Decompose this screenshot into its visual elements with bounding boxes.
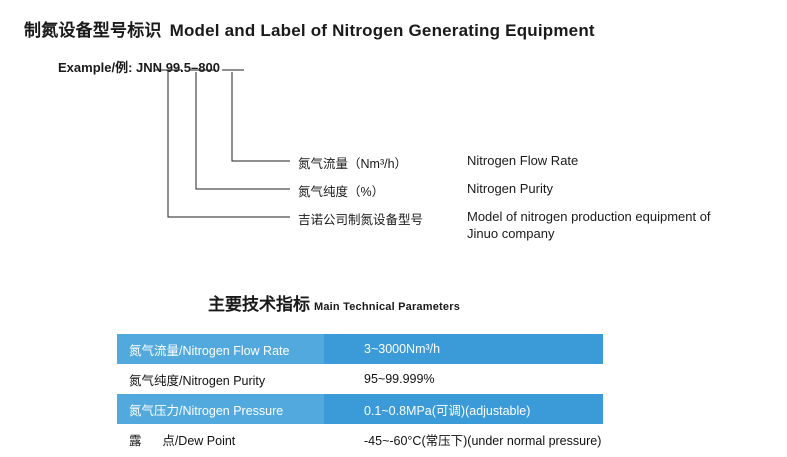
label-purity-cn: 氮气纯度（%） <box>298 185 385 199</box>
label-flow-en: Nitrogen Flow Rate <box>467 153 579 168</box>
label-company-en: Model of nitrogen production equipment o… <box>467 208 711 242</box>
label-company-cn: 吉诺公司制氮设备型号 <box>298 213 424 227</box>
params-title-en: Main Technical Parameters <box>314 301 461 313</box>
code-series: JNN <box>136 60 163 75</box>
param-key: 氮气压力/Nitrogen Pressure <box>117 394 324 424</box>
connector-purity <box>195 72 290 190</box>
example-prefix: Example/例: <box>58 60 133 75</box>
page-title: 制氮设备型号标识 Model and Label of Nitrogen Gene… <box>24 16 595 41</box>
connector-company <box>167 72 290 218</box>
label-company-en-line2: Jinuo company <box>467 226 555 241</box>
param-key: 氮气流量/Nitrogen Flow Rate <box>117 334 324 364</box>
param-value: 95~99.999% <box>324 364 603 394</box>
label-company-en-line1: Model of nitrogen production equipment o… <box>467 209 711 224</box>
connector-flow <box>231 72 290 162</box>
param-value: 3~3000Nm³/h <box>324 334 603 364</box>
label-purity-en: Nitrogen Purity <box>467 181 553 196</box>
table-row: 氮气流量/Nitrogen Flow Rate 3~3000Nm³/h <box>117 334 603 364</box>
params-table: 氮气流量/Nitrogen Flow Rate 3~3000Nm³/h 氮气纯度… <box>117 334 603 454</box>
params-title: 主要技术指标 Main Technical Parameters <box>208 290 460 315</box>
code-purity: 99.5 <box>165 60 191 75</box>
params-title-cn: 主要技术指标 <box>208 295 310 314</box>
table-row: 氮气压力/Nitrogen Pressure 0.1~0.8MPa(可调)(ad… <box>117 394 603 424</box>
param-key: 露 点/Dew Point <box>117 424 324 454</box>
table-row: 露 点/Dew Point -45~-60°C(常压下)(under norma… <box>117 424 603 454</box>
table-row: 氮气纯度/Nitrogen Purity 95~99.999% <box>117 364 603 394</box>
title-cn: 制氮设备型号标识 <box>24 21 162 40</box>
code-flow: –800 <box>191 60 220 75</box>
param-key: 氮气纯度/Nitrogen Purity <box>117 364 324 394</box>
example-code: Example/例: JNN 99.5–800 <box>58 57 220 76</box>
title-en: Model and Label of Nitrogen Generating E… <box>169 21 595 40</box>
param-value: -45~-60°C(常压下)(under normal pressure) <box>324 424 603 454</box>
param-value: 0.1~0.8MPa(可调)(adjustable) <box>324 394 603 424</box>
label-flow-cn: 氮气流量（Nm³/h） <box>298 157 408 171</box>
